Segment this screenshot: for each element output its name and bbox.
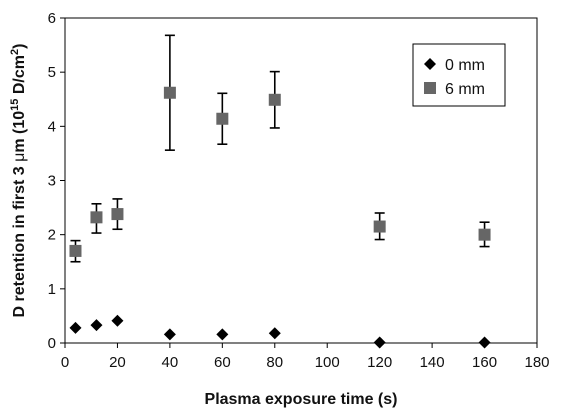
y-axis-label-exp2: 2 bbox=[9, 49, 21, 55]
point-0mm bbox=[478, 336, 491, 349]
point-0mm bbox=[111, 314, 124, 327]
point-0mm bbox=[373, 336, 386, 349]
point-6mm bbox=[111, 208, 124, 221]
x-axis-label: Plasma exposure time (s) bbox=[205, 391, 398, 408]
point-0mm bbox=[69, 321, 82, 334]
point-0mm bbox=[90, 319, 103, 332]
y-axis-label-exp1: 15 bbox=[9, 99, 21, 111]
legend-marker-square bbox=[424, 82, 436, 94]
y-tick-label: 4 bbox=[48, 118, 56, 135]
y-axis-label-unit: m (10 bbox=[11, 111, 28, 153]
point-6mm bbox=[478, 228, 491, 241]
x-tick-label: 140 bbox=[420, 354, 445, 371]
point-6mm bbox=[90, 211, 103, 224]
x-tick-label: 160 bbox=[472, 354, 497, 371]
point-0mm bbox=[268, 327, 281, 340]
legend-box bbox=[412, 43, 506, 107]
y-tick-label: 1 bbox=[48, 281, 56, 298]
y-tick-label: 3 bbox=[48, 173, 56, 190]
y-axis-label: D retention in first 3 μm (1015 D/cm2) bbox=[9, 44, 28, 318]
y-axis-label-close: ) bbox=[11, 44, 28, 49]
legend: 0 mm 6 mm bbox=[412, 43, 506, 107]
y-tick-label: 2 bbox=[48, 227, 56, 244]
x-tick-label: 80 bbox=[266, 354, 283, 371]
x-tick-label: 60 bbox=[214, 354, 231, 371]
x-tick-label: 40 bbox=[162, 354, 179, 371]
legend-label-0mm: 0 mm bbox=[445, 57, 485, 74]
point-0mm bbox=[163, 328, 176, 341]
y-axis-label-pre: D retention in first 3 bbox=[11, 162, 28, 318]
point-6mm bbox=[373, 220, 386, 233]
x-axis: 0 20 40 60 80 100 120 140 160 180 bbox=[61, 343, 550, 371]
x-tick-label: 120 bbox=[367, 354, 392, 371]
legend-marker-diamond bbox=[424, 58, 436, 70]
x-tick-label: 180 bbox=[524, 354, 549, 371]
point-6mm bbox=[216, 112, 229, 125]
x-tick-label: 100 bbox=[315, 354, 340, 371]
point-0mm bbox=[216, 328, 229, 341]
y-axis-label-mu: μ bbox=[11, 153, 28, 162]
point-6mm bbox=[268, 93, 281, 106]
data-markers bbox=[69, 86, 491, 349]
y-axis: 0 1 2 3 4 5 6 bbox=[48, 10, 65, 352]
y-tick-label: 0 bbox=[48, 335, 56, 352]
y-tick-label: 5 bbox=[48, 64, 56, 81]
y-tick-label: 6 bbox=[48, 10, 56, 27]
y-axis-label-dcm: D/cm bbox=[11, 55, 28, 99]
point-6mm bbox=[163, 86, 176, 99]
x-tick-label: 20 bbox=[109, 354, 126, 371]
legend-label-6mm: 6 mm bbox=[445, 81, 485, 98]
point-6mm bbox=[69, 244, 82, 257]
x-tick-label: 0 bbox=[61, 354, 69, 371]
